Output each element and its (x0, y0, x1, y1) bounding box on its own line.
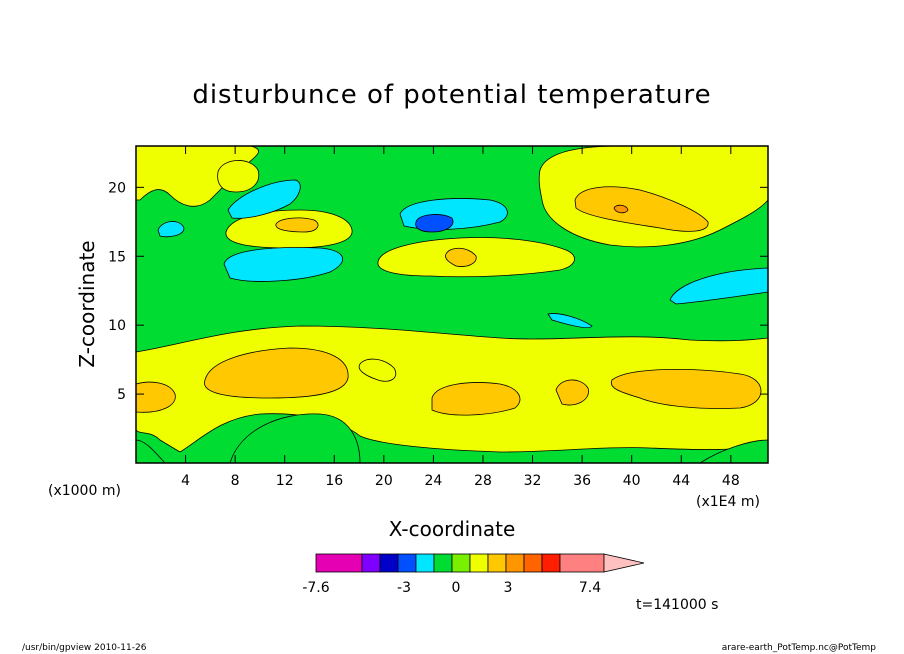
colorbar-label: -7.6 (302, 580, 329, 596)
x-tick-label: 36 (573, 473, 591, 489)
colorbar-swatch (361, 553, 381, 573)
x-axis-ticks: 4 8 12 16 20 24 28 32 36 40 44 48 (181, 146, 740, 489)
contour-cell-low-orange-4 (555, 379, 589, 406)
x-tick-label: 28 (474, 473, 492, 489)
contour-upper-right-orange (574, 186, 709, 232)
colorbar-swatch (379, 553, 399, 573)
colorbar-swatch (315, 553, 363, 573)
contour-cell-low-orange-5 (610, 369, 762, 409)
contour-neg-cyan-5 (157, 221, 185, 238)
x-tick-label: 24 (424, 473, 442, 489)
contour-upper-left-bubble (217, 160, 260, 193)
x-tick-label: 4 (181, 473, 190, 489)
x-tick-label: 12 (276, 473, 294, 489)
colorbar-swatch (541, 553, 561, 573)
x-tick-label: 44 (672, 473, 690, 489)
colorbar-labels: -7.6 -3 0 3 7.4 (302, 580, 601, 596)
colorbar-swatch (559, 553, 605, 573)
x-tick-label: 32 (524, 473, 542, 489)
x-tick-label: 8 (231, 473, 240, 489)
contour-field (135, 145, 769, 464)
contour-band-bottom-near-zero (229, 413, 361, 464)
y-tick-label: 20 (108, 180, 126, 196)
footer-left: /usr/bin/gpview 2010-11-26 (22, 643, 147, 653)
contour-cell-low-orange-3 (431, 382, 521, 416)
contour-mid-upper-orange (275, 217, 319, 233)
x-scale-note: (x1E4 m) (696, 494, 760, 510)
contour-cell-low-orange-2 (135, 381, 176, 413)
colorbar-label: 3 (504, 580, 513, 596)
colorbar-swatch (433, 553, 453, 573)
colorbar-label: 0 (452, 580, 461, 596)
contour-neg-cyan-2 (223, 247, 343, 282)
colorbar-swatch (523, 553, 543, 573)
plot-frame (135, 145, 769, 464)
contour-upper-left-positive (135, 145, 259, 207)
y-axis-ticks: 5 10 15 20 (108, 180, 768, 403)
x-tick-label: 40 (623, 473, 641, 489)
x-tick-label: 20 (375, 473, 393, 489)
x-axis-title: X-coordinate (389, 517, 516, 541)
footer-right: arare-earth_PotTemp.nc@PotTemp (722, 643, 877, 653)
chart-title: disturbunce of potential temperature (192, 80, 711, 110)
colorbar-swatch (451, 553, 471, 573)
x-unit-label: (x1000 m) (48, 483, 121, 499)
y-tick-label: 10 (108, 318, 126, 334)
colorbar-swatch (397, 553, 417, 573)
time-label: t=141000 s (636, 597, 718, 613)
colorbar-extend-arrow (603, 553, 645, 573)
colorbar-swatch (487, 553, 507, 573)
colorbar-swatch (505, 553, 525, 573)
colorbar (315, 553, 645, 573)
contour-cell-low-orange-1 (204, 347, 349, 399)
contour-neg-cyan-6 (547, 313, 593, 328)
colorbar-label: -3 (397, 580, 411, 596)
x-tick-label: 16 (325, 473, 343, 489)
contour-cell-low-yellow-small (358, 358, 397, 382)
y-axis-title: Z-coordinate (75, 240, 99, 367)
colorbar-label: 7.4 (579, 580, 601, 596)
contour-mid-band-orange (445, 247, 477, 267)
contour-neg-blue-core (415, 214, 454, 233)
contour-neg-cyan-1 (227, 179, 301, 219)
x-tick-label: 48 (722, 473, 740, 489)
contour-upper-right-red-spot (613, 204, 629, 214)
colorbar-swatch (469, 553, 489, 573)
colorbar-swatch (415, 553, 435, 573)
y-tick-label: 15 (108, 249, 126, 265)
y-tick-label: 5 (117, 387, 126, 403)
